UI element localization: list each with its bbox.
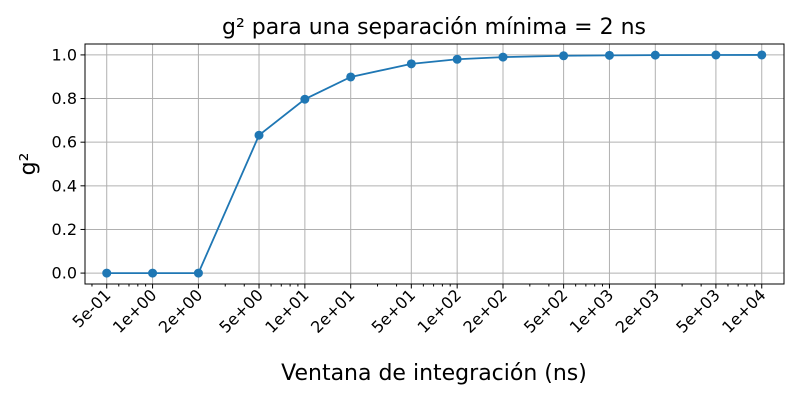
data-point (406, 59, 416, 69)
x-tick-label: 5e+01 (368, 285, 419, 336)
y-tick-label: 0.8 (52, 89, 77, 108)
x-tick-label: 5e+03 (672, 285, 723, 336)
data-point (452, 54, 462, 64)
x-tick-label: 2e+02 (459, 285, 510, 336)
y-axis-label: g² (16, 153, 41, 176)
series-line (106, 54, 762, 274)
data-point (711, 50, 721, 60)
data-point (148, 268, 158, 278)
x-tick-label: 1e+03 (566, 285, 617, 336)
data-point (498, 52, 508, 62)
data-point (254, 130, 264, 140)
x-tick-label: 1e+00 (109, 285, 160, 336)
data-point (650, 50, 660, 60)
y-tick-label: 1.0 (52, 45, 77, 64)
data-point (300, 94, 310, 104)
series-layer (102, 50, 767, 278)
y-tick-label: 0.2 (52, 220, 77, 239)
x-tick-label: 2e+00 (155, 285, 206, 336)
chart-title: g² para una separación mínima = 2 ns (222, 15, 646, 40)
y-tick-label: 0.6 (52, 133, 77, 152)
data-point (346, 72, 356, 82)
y-tick-label: 0.0 (52, 264, 77, 283)
plot-frame (84, 43, 785, 285)
data-point (193, 268, 203, 278)
data-point (604, 50, 614, 60)
y-tick-label: 0.4 (52, 176, 77, 195)
grid-layer (85, 44, 784, 284)
x-tick-label: 1e+04 (718, 285, 769, 336)
data-point (757, 50, 767, 60)
x-tick-label: 2e+01 (307, 285, 358, 336)
x-tick-label: 5e+00 (215, 285, 266, 336)
x-tick-label: 5e+02 (520, 285, 571, 336)
data-point (102, 268, 112, 278)
x-tick-label: 1e+02 (414, 285, 465, 336)
x-axis-label: Ventana de integración (ns) (281, 361, 587, 386)
data-point (559, 51, 569, 61)
x-tick-label: 5e-01 (68, 285, 114, 331)
x-tick-label: 1e+01 (261, 285, 312, 336)
x-tick-label: 2e+03 (612, 285, 663, 336)
